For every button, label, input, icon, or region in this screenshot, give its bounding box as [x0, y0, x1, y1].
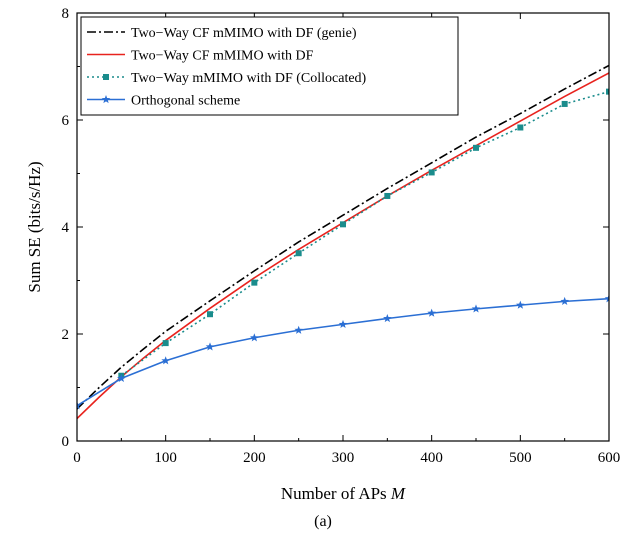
data-point	[383, 313, 392, 323]
legend-marker-3	[103, 74, 109, 80]
x-tick-label: 400	[420, 450, 443, 466]
data-point	[427, 308, 436, 317]
series-3	[118, 88, 609, 379]
data-point	[384, 192, 391, 199]
x-tick-label: 0	[73, 450, 81, 466]
x-axis-title-variable: M	[390, 484, 406, 503]
data-point	[250, 333, 259, 342]
series-line-2	[77, 72, 609, 420]
data-point	[471, 304, 481, 313]
series-4	[77, 294, 609, 410]
axes-layer: 0 100 200 300 400 500 600 0 2 4 6 8 Number of APs M S…	[25, 6, 620, 503]
data-point	[251, 279, 258, 286]
legend-label-1: Two−Way CF mMIMO with DF (genie)	[131, 26, 357, 41]
y-tick-label: 0	[62, 434, 70, 450]
data-point	[77, 401, 82, 410]
legend-box	[80, 16, 459, 116]
series-line-1	[77, 64, 609, 410]
legend-label-4: Orthogonal scheme	[131, 94, 240, 109]
x-axis-title-text: Number of APs	[281, 484, 391, 503]
y-tick-label: 8	[62, 6, 70, 22]
legend-label-2: Two−Way CF mMIMO with DF	[131, 49, 314, 64]
data-point	[428, 169, 435, 176]
legend: Two−Way CF mMIMO with DF (genie) Two−Way …	[80, 16, 459, 116]
y-tick-label: 2	[62, 327, 70, 343]
data-point	[161, 356, 170, 365]
figure-caption: (a)	[314, 513, 332, 530]
data-point	[561, 100, 568, 107]
data-point	[340, 221, 346, 228]
data-point	[560, 296, 569, 306]
series-1	[77, 64, 609, 410]
series-2	[77, 72, 609, 420]
x-axis-title: Number of APs M	[281, 484, 406, 503]
y-axis-title: Sum SE (bits/s/Hz)	[25, 161, 44, 292]
x-tick-label: 500	[509, 450, 532, 466]
data-point	[162, 340, 169, 347]
x-tick-label: 600	[598, 450, 621, 466]
data-point	[473, 144, 479, 151]
y-tick-label: 6	[62, 113, 70, 129]
y-tick-label: 4	[62, 220, 70, 236]
legend-marker-4	[101, 95, 111, 104]
series-line-3	[120, 90, 609, 377]
x-tick-label: 100	[154, 450, 177, 466]
data-point	[338, 319, 348, 329]
data-point	[516, 300, 525, 309]
data-point	[295, 250, 302, 257]
data-point	[117, 373, 126, 383]
data-point	[517, 124, 524, 131]
data-point	[205, 342, 215, 351]
x-tick-label: 300	[332, 450, 355, 466]
plot-layer	[77, 64, 609, 420]
data-point	[606, 88, 609, 95]
x-tick-label: 200	[243, 450, 266, 466]
series-line-4	[77, 297, 609, 407]
data-point	[294, 325, 303, 334]
data-point	[604, 294, 609, 303]
data-point	[207, 311, 213, 318]
legend-label-3: Two−Way mMIMO with DF (Collocated)	[131, 71, 367, 86]
